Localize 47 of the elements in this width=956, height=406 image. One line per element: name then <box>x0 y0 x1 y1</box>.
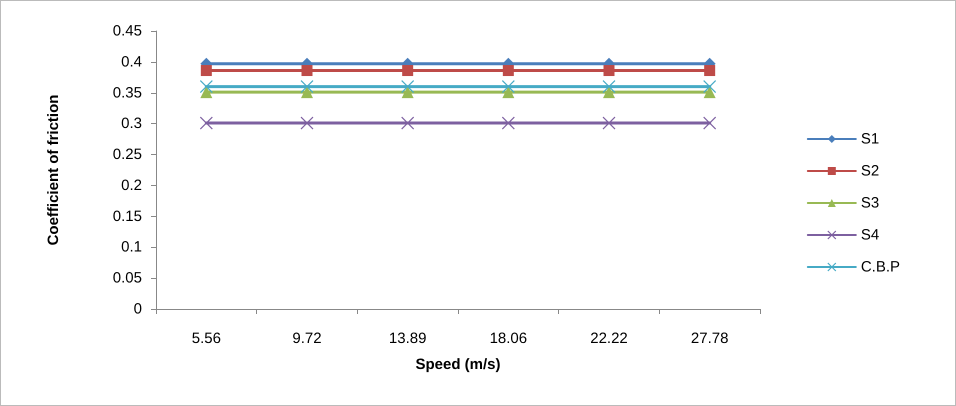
x-tick-label: 13.89 <box>388 330 426 347</box>
point <box>502 86 514 98</box>
legend-label: C.B.P <box>860 258 900 276</box>
y-tick-label: 0.35 <box>112 84 142 102</box>
point <box>703 80 716 94</box>
point <box>401 80 414 94</box>
point <box>602 116 616 130</box>
point <box>704 86 716 98</box>
y-tick-label: 0.4 <box>121 53 142 70</box>
y-tick-label: 0.45 <box>112 22 142 40</box>
x-axis-title: Speed (m/s) <box>415 356 501 373</box>
point <box>703 116 716 130</box>
y-axis-title: Coefficient of friction <box>45 94 62 246</box>
x-tick-label: 27.78 <box>690 330 728 347</box>
legend-label: S4 <box>860 226 880 244</box>
x-tick-label: 22.22 <box>590 330 628 347</box>
point <box>604 65 614 76</box>
x-tick-label: 9.72 <box>292 330 322 347</box>
legend-label: S1 <box>860 130 880 148</box>
point <box>300 116 314 130</box>
point <box>200 116 213 130</box>
y-tick-label: 0.25 <box>112 146 142 164</box>
y-tick-label: 0.1 <box>121 238 142 256</box>
y-tick-label: 0 <box>134 300 142 318</box>
y-tick-label: 0.3 <box>121 115 142 132</box>
legend-label: S3 <box>860 194 880 212</box>
legend-label: S2 <box>860 162 880 180</box>
point <box>402 86 414 98</box>
point <box>302 65 312 76</box>
point <box>300 80 314 94</box>
point <box>502 116 515 130</box>
y-tick-label: 0.15 <box>112 208 142 225</box>
point <box>602 80 616 94</box>
point <box>704 65 716 76</box>
point <box>301 86 313 98</box>
point <box>200 86 212 98</box>
x-tick-label: 5.56 <box>192 330 221 347</box>
x-tick-label: 18.06 <box>490 330 528 347</box>
point <box>200 80 213 94</box>
y-tick-label: 0.05 <box>112 270 142 287</box>
point <box>402 65 414 76</box>
point <box>502 80 515 94</box>
point <box>603 86 615 98</box>
y-tick-label: 0.2 <box>121 176 142 194</box>
point <box>401 116 414 130</box>
point <box>200 65 212 76</box>
point <box>502 65 514 76</box>
